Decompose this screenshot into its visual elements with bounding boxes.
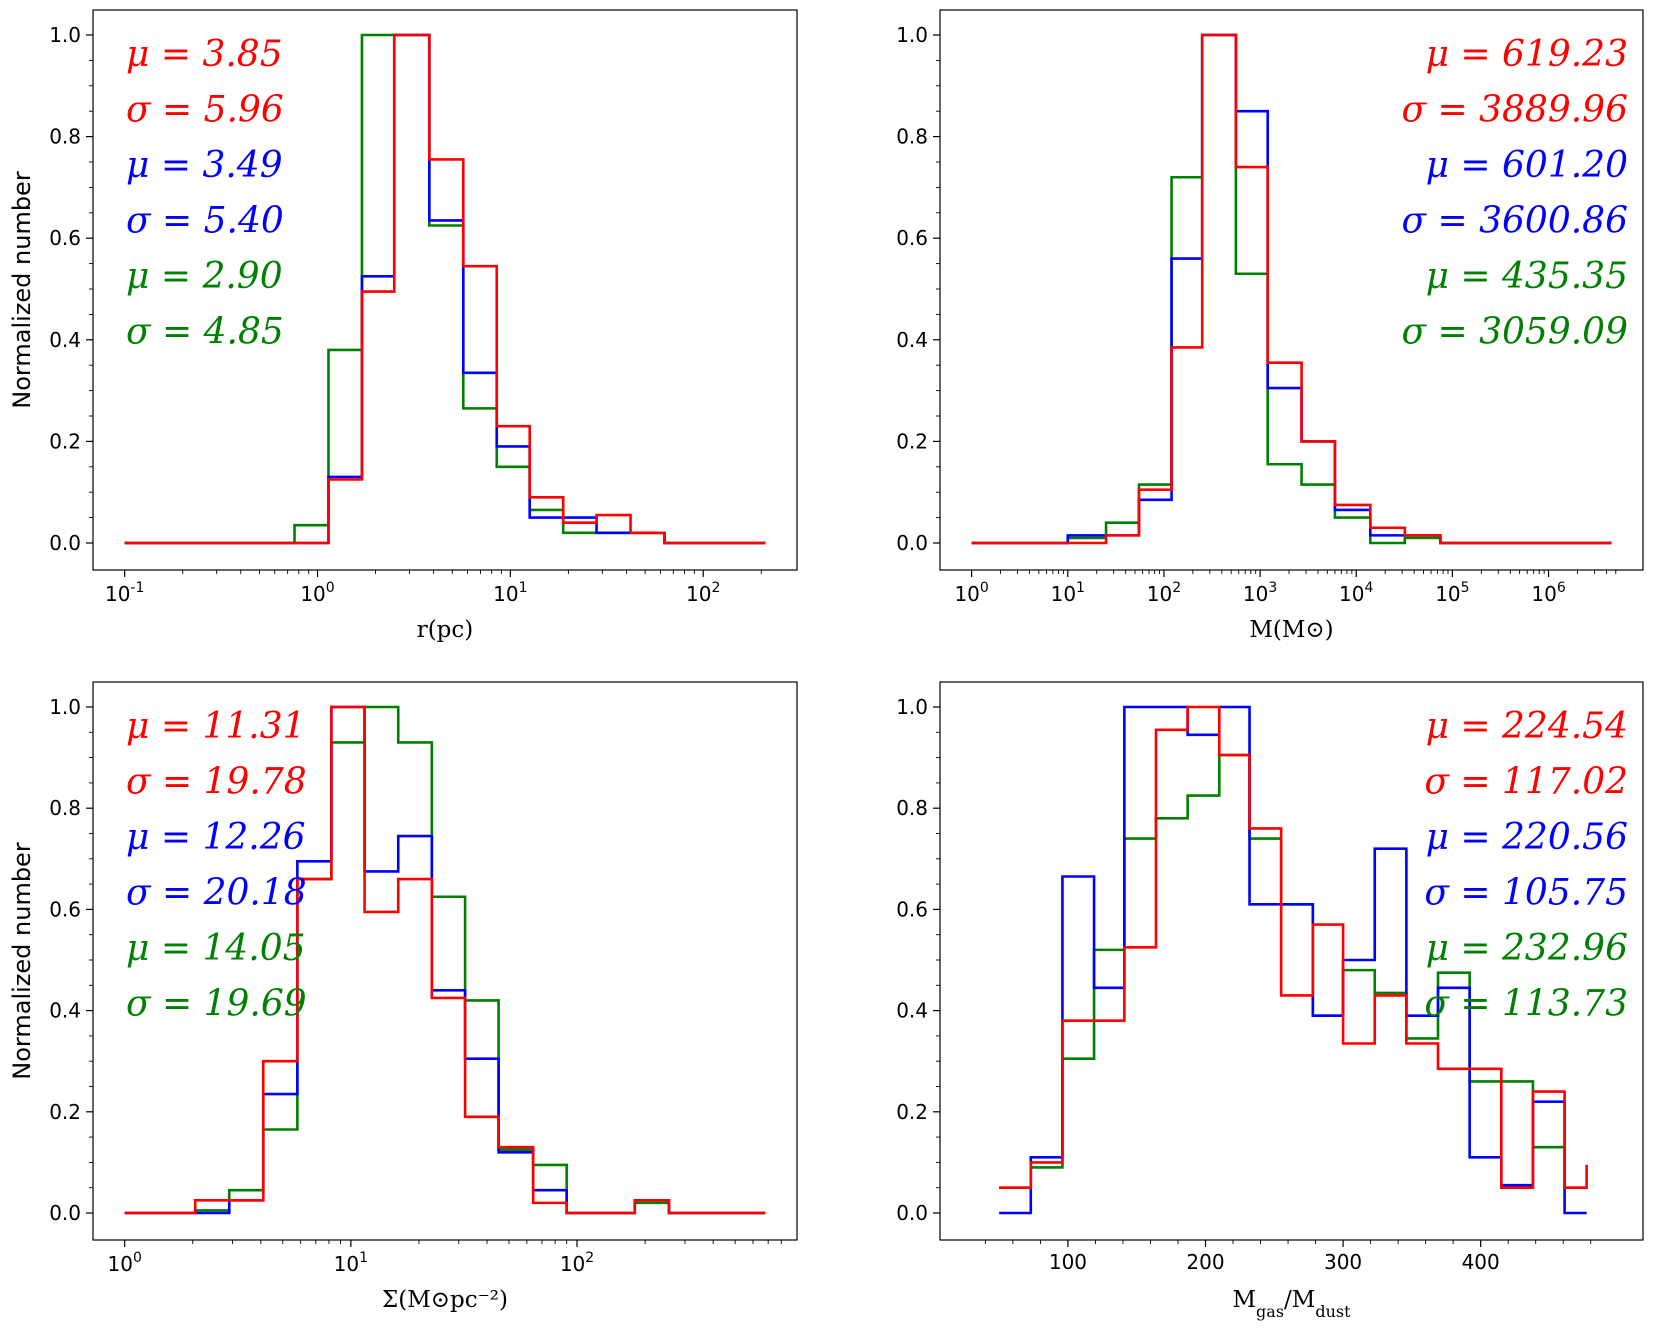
y-axis-label: Normalized number bbox=[8, 171, 36, 409]
stat-sigma-label: σ = 117.02 bbox=[1424, 762, 1628, 803]
x-tick-label: 100 bbox=[1049, 1250, 1087, 1274]
stat-sigma-label: σ = 5.40 bbox=[126, 201, 284, 242]
x-axis-label: r(pc) bbox=[417, 617, 474, 643]
y-tick-label: 0.0 bbox=[49, 1201, 81, 1225]
y-tick-label: 0.6 bbox=[896, 897, 928, 921]
y-tick-label: 0.8 bbox=[896, 125, 928, 149]
x-tick-label: 103 bbox=[1243, 580, 1277, 606]
x-tick-label: 100 bbox=[300, 580, 334, 606]
chart-panel-1: 0.0 0.2 0.4 0.6 0.8 1.0 10-1 100 101 102 r(pc) Norm… bbox=[8, 9, 798, 643]
y-tick-label: 1.0 bbox=[49, 695, 81, 719]
stat-sigma-label: σ = 19.69 bbox=[126, 984, 307, 1025]
y-tick-label: 0.2 bbox=[49, 1100, 81, 1124]
chart-panel-3: 0.0 0.2 0.4 0.6 0.8 1.0 100 101 102 Σ(M⊙pc⁻²) Norm… bbox=[8, 681, 798, 1313]
stat-mu-label: μ = 224.54 bbox=[1426, 706, 1628, 747]
x-tick-label: 10-1 bbox=[105, 580, 144, 606]
stat-mu-label: μ = 435.35 bbox=[1426, 256, 1628, 297]
stat-sigma-label: σ = 4.85 bbox=[126, 312, 284, 353]
y-tick-label: 1.0 bbox=[896, 23, 928, 47]
x-axis-label: Σ(M⊙pc⁻²) bbox=[382, 1287, 508, 1313]
y-axis-label: Normalized number bbox=[8, 842, 36, 1080]
x-tick-label: 100 bbox=[107, 1250, 141, 1276]
x-tick-label: 106 bbox=[1531, 580, 1565, 606]
histogram-series-3 bbox=[124, 705, 766, 1215]
stat-mu-label: μ = 14.05 bbox=[126, 928, 306, 969]
x-tick-label: 200 bbox=[1186, 1250, 1224, 1274]
axes-frame bbox=[92, 681, 798, 1241]
stat-sigma-label: σ = 19.78 bbox=[126, 762, 307, 803]
y-tick-label: 0.6 bbox=[896, 226, 928, 250]
stat-mu-label: μ = 220.56 bbox=[1426, 817, 1628, 858]
y-tick-label: 0.4 bbox=[896, 999, 928, 1023]
x-tick-label: 400 bbox=[1462, 1250, 1500, 1274]
stat-sigma-label: σ = 20.18 bbox=[126, 873, 307, 914]
histogram-series-3 bbox=[971, 33, 1612, 545]
axes-frame bbox=[939, 681, 1644, 1241]
stat-sigma-label: σ = 3600.86 bbox=[1402, 201, 1629, 242]
x-tick-label: 101 bbox=[1051, 580, 1085, 606]
y-tick-label: 0.8 bbox=[896, 796, 928, 820]
x-tick-label: 101 bbox=[334, 1250, 368, 1276]
y-tick-label: 1.0 bbox=[49, 23, 81, 47]
y-tick-label: 0.2 bbox=[896, 1100, 928, 1124]
y-tick-label: 0.2 bbox=[49, 429, 81, 453]
y-tick-label: 0.0 bbox=[896, 531, 928, 555]
stat-mu-label: μ = 601.20 bbox=[1426, 145, 1628, 186]
stat-mu-label: μ = 619.23 bbox=[1426, 34, 1628, 75]
stat-mu-label: μ = 3.49 bbox=[126, 145, 283, 186]
chart-panel-4: 0.0 0.2 0.4 0.6 0.8 1.0 100 200 300 400 Mgas/Mdust… bbox=[896, 681, 1644, 1321]
stat-sigma-label: σ = 113.73 bbox=[1424, 984, 1628, 1025]
stat-sigma-label: σ = 105.75 bbox=[1424, 873, 1628, 914]
y-tick-label: 0.4 bbox=[49, 999, 81, 1023]
stat-mu-label: μ = 11.31 bbox=[126, 706, 306, 747]
stat-sigma-label: σ = 5.96 bbox=[126, 90, 284, 131]
stat-mu-label: μ = 2.90 bbox=[126, 256, 283, 297]
y-tick-label: 1.0 bbox=[896, 695, 928, 719]
x-tick-label: 300 bbox=[1324, 1250, 1362, 1274]
x-tick-label: 100 bbox=[954, 580, 988, 606]
x-tick-label: 102 bbox=[560, 1250, 594, 1276]
x-tick-label: 101 bbox=[493, 580, 527, 606]
stat-mu-label: μ = 232.96 bbox=[1426, 928, 1628, 969]
stat-mu-label: μ = 12.26 bbox=[126, 817, 306, 858]
y-tick-label: 0.4 bbox=[49, 328, 81, 352]
y-tick-label: 0.0 bbox=[896, 1201, 928, 1225]
x-tick-label: 102 bbox=[1147, 580, 1181, 606]
axes-frame bbox=[92, 9, 798, 571]
x-axis-label: Mgas/Mdust bbox=[1232, 1287, 1351, 1321]
x-axis-label: M(M⊙) bbox=[1249, 617, 1333, 643]
y-tick-label: 0.8 bbox=[49, 796, 81, 820]
y-tick-label: 0.6 bbox=[49, 897, 81, 921]
stat-sigma-label: σ = 3059.09 bbox=[1402, 312, 1629, 353]
histogram-series-3 bbox=[124, 33, 766, 545]
y-tick-label: 0.4 bbox=[896, 328, 928, 352]
y-tick-label: 0.6 bbox=[49, 226, 81, 250]
x-tick-label: 104 bbox=[1339, 580, 1373, 606]
y-tick-label: 0.0 bbox=[49, 531, 81, 555]
x-tick-label: 102 bbox=[686, 580, 720, 606]
y-tick-label: 0.8 bbox=[49, 125, 81, 149]
axes-frame bbox=[939, 9, 1644, 571]
histogram-series-3 bbox=[999, 705, 1588, 1189]
stat-sigma-label: σ = 3889.96 bbox=[1402, 90, 1629, 131]
y-tick-label: 0.2 bbox=[896, 429, 928, 453]
stat-mu-label: μ = 3.85 bbox=[126, 34, 283, 75]
x-tick-label: 105 bbox=[1435, 580, 1469, 606]
chart-panel-2: 0.0 0.2 0.4 0.6 0.8 1.0 100 101 102 103 104 105 106 M… bbox=[896, 9, 1644, 643]
